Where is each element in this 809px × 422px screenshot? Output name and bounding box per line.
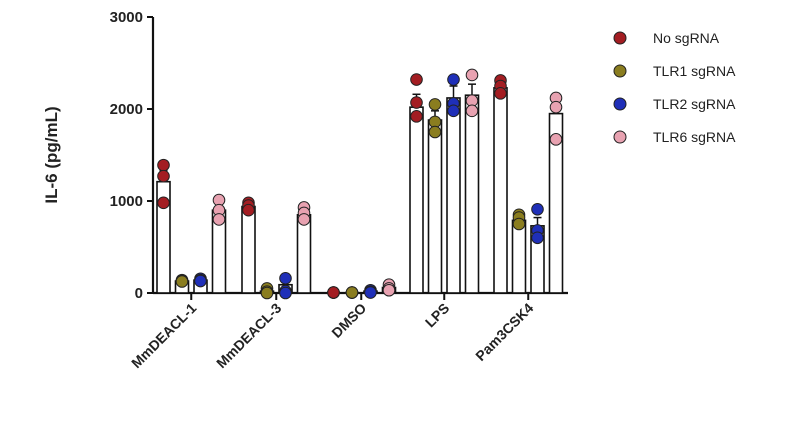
bar	[427, 119, 443, 294]
data-point	[260, 286, 274, 300]
bar	[296, 214, 312, 294]
bar	[493, 87, 508, 294]
x-tick-label: MmDEACL-1	[128, 300, 199, 371]
data-point	[157, 196, 170, 210]
x-tick-label: LPS	[422, 300, 453, 331]
legend-label: No sgRNA	[653, 30, 720, 46]
data-point	[410, 110, 423, 123]
y-axis-title: IL-6 (pg/mL)	[42, 106, 61, 203]
x-tick-label: MmDEACL-3	[213, 300, 284, 371]
data-point	[410, 96, 423, 109]
data-point	[549, 100, 563, 114]
data-point	[157, 169, 170, 183]
data-point	[279, 286, 292, 300]
legend-label: TLR6 sgRNA	[653, 129, 736, 145]
legend-label: TLR1 sgRNA	[653, 63, 736, 79]
data-point	[364, 286, 377, 299]
data-point	[157, 158, 170, 172]
data-point	[428, 98, 442, 111]
bar	[511, 219, 527, 294]
y-tick-label: 3000	[110, 9, 143, 26]
data-point	[297, 213, 311, 226]
data-point	[242, 203, 255, 217]
legend-label: TLR2 sgRNA	[653, 96, 736, 112]
bar	[464, 94, 480, 294]
legend-marker	[613, 31, 627, 45]
data-point	[465, 104, 479, 118]
y-tick-label: 2000	[110, 101, 143, 118]
bar	[241, 205, 256, 294]
legend-marker	[613, 64, 627, 78]
y-tick-label: 0	[135, 285, 143, 302]
data-point	[512, 217, 526, 231]
bar	[446, 97, 461, 294]
data-point	[447, 73, 460, 86]
data-point	[279, 271, 292, 285]
data-point	[531, 231, 544, 245]
data-point	[549, 133, 563, 146]
data-point	[447, 104, 460, 118]
legend-marker	[613, 97, 627, 111]
legend-marker	[613, 130, 627, 144]
data-point	[494, 87, 507, 100]
x-tick-label: DMSO	[328, 300, 369, 341]
data-point	[212, 213, 226, 226]
data-point	[531, 202, 544, 216]
y-tick-label: 1000	[110, 193, 143, 210]
x-tick-label: Pam3CSK4	[472, 300, 536, 364]
data-point	[382, 283, 396, 297]
data-point	[194, 274, 207, 288]
bar	[409, 106, 424, 294]
data-point	[428, 125, 442, 139]
data-point	[465, 68, 479, 82]
data-point	[327, 286, 340, 299]
data-point	[175, 275, 189, 288]
data-point	[345, 286, 359, 299]
data-point	[410, 73, 423, 86]
